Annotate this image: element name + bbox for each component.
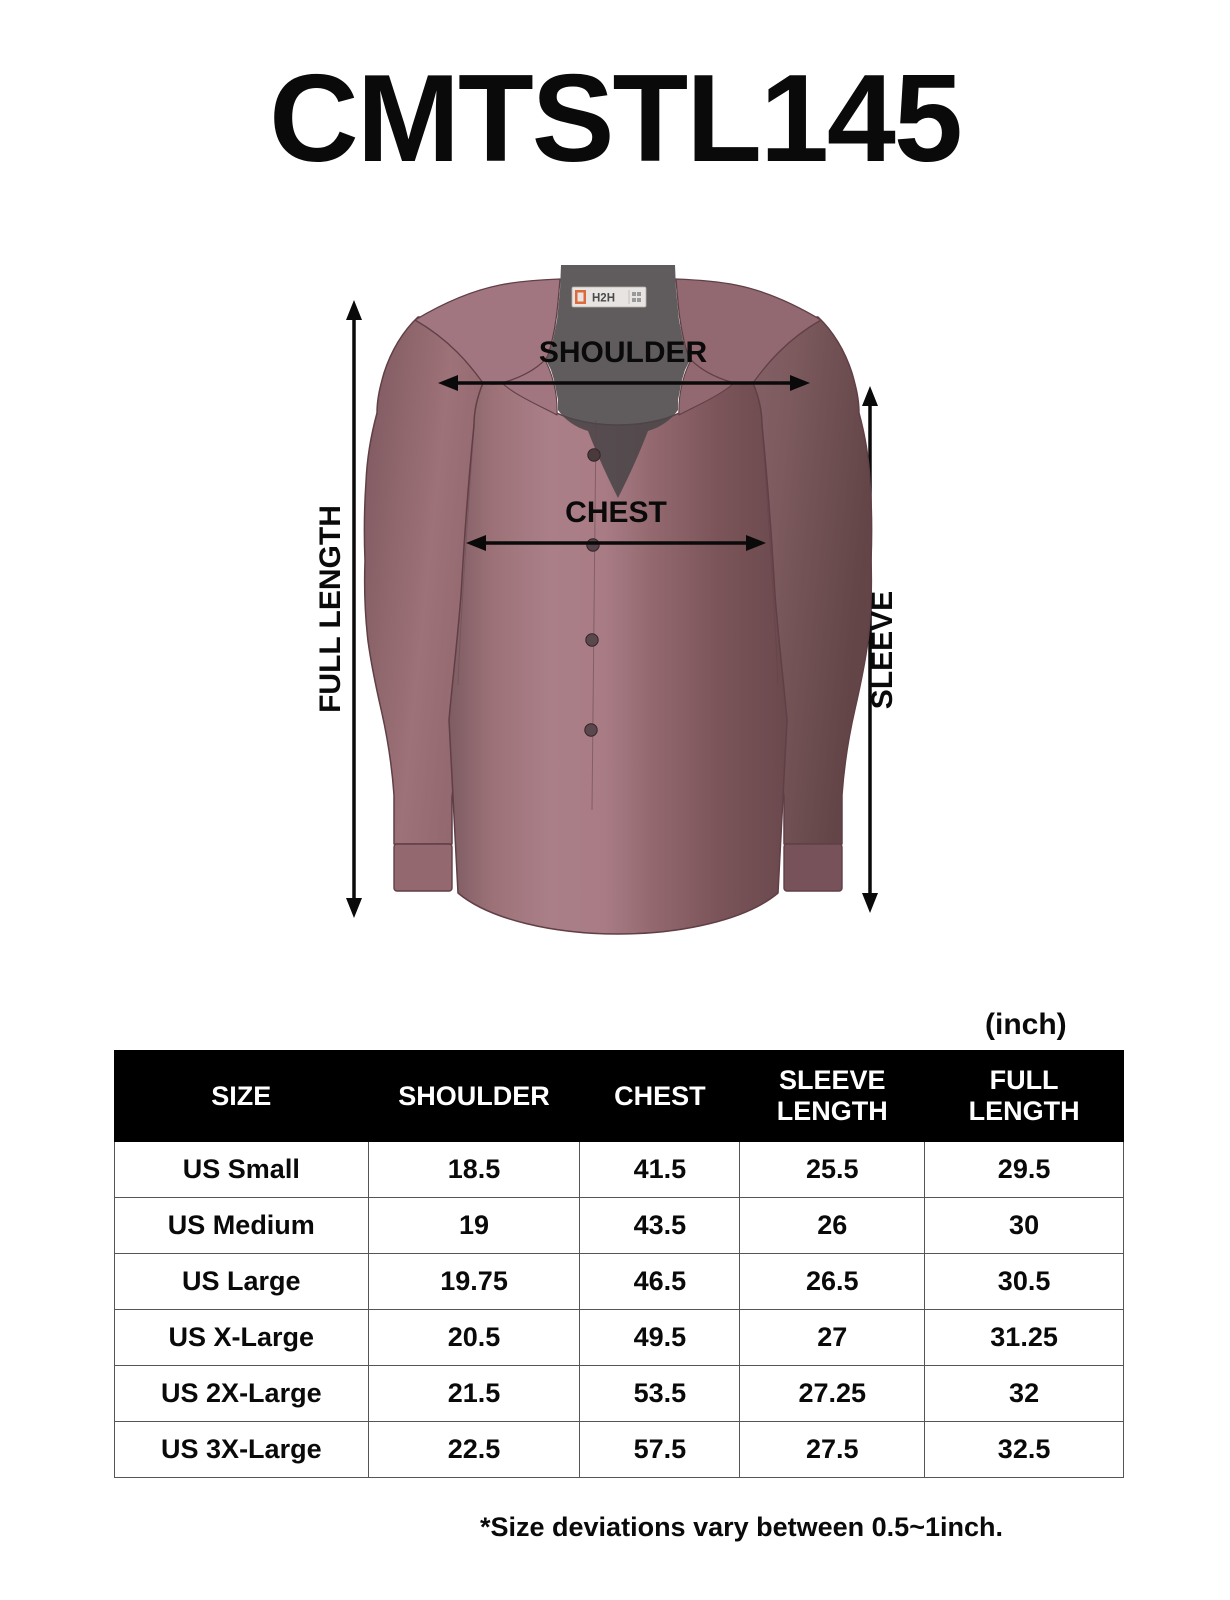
svg-text:CHEST: CHEST bbox=[565, 496, 667, 529]
svg-text:SHOULDER: SHOULDER bbox=[539, 336, 708, 369]
